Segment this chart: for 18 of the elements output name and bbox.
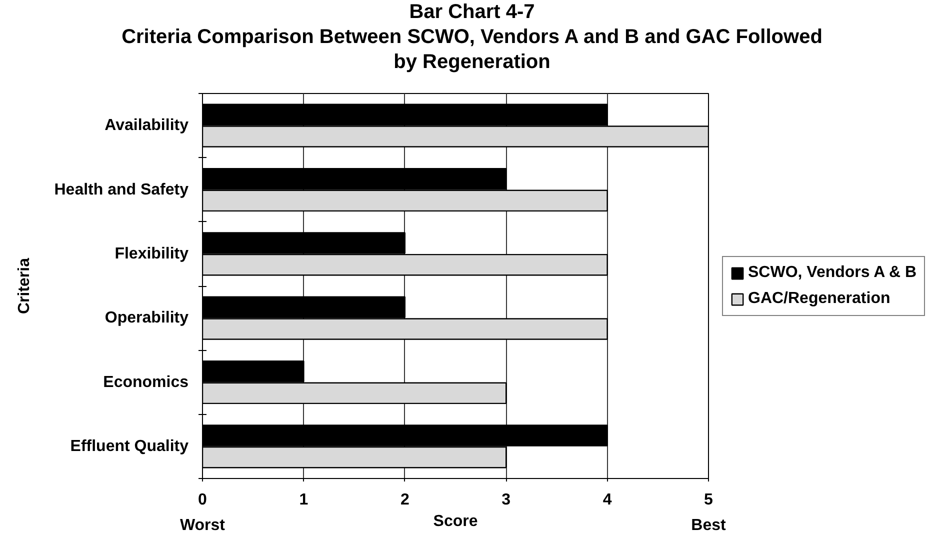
x-tick-label: 2 <box>400 492 410 508</box>
x-tick-label: 0 Worst <box>180 492 226 534</box>
y-tick-label: Economics <box>103 374 189 391</box>
y-axis-title: Criteria <box>16 258 34 314</box>
y-tick-label: Effluent Quality <box>70 438 189 455</box>
y-tick-label: Health and Safety <box>54 181 189 198</box>
x-axis-title: Score <box>433 513 478 530</box>
chart-subtitle: Criteria Comparison Between SCWO, Vendors A and B and GAC Followed by Regeneration <box>122 25 822 75</box>
y-tick-label: Availability <box>104 117 189 134</box>
x-tick-label: 4 <box>602 492 612 508</box>
x-tick-label: 5 Best <box>691 492 727 534</box>
y-tick-label: Flexibility <box>114 245 189 262</box>
legend-label: SCWO, Vendors A & B <box>748 264 917 282</box>
y-tick-label: Operability <box>104 310 189 327</box>
chart-title: Bar Chart 4-7 <box>409 0 535 25</box>
x-tick-label: 1 <box>299 492 308 508</box>
legend-label: GAC/Regeneration <box>748 290 890 308</box>
x-tick-label: 3 <box>502 492 511 508</box>
